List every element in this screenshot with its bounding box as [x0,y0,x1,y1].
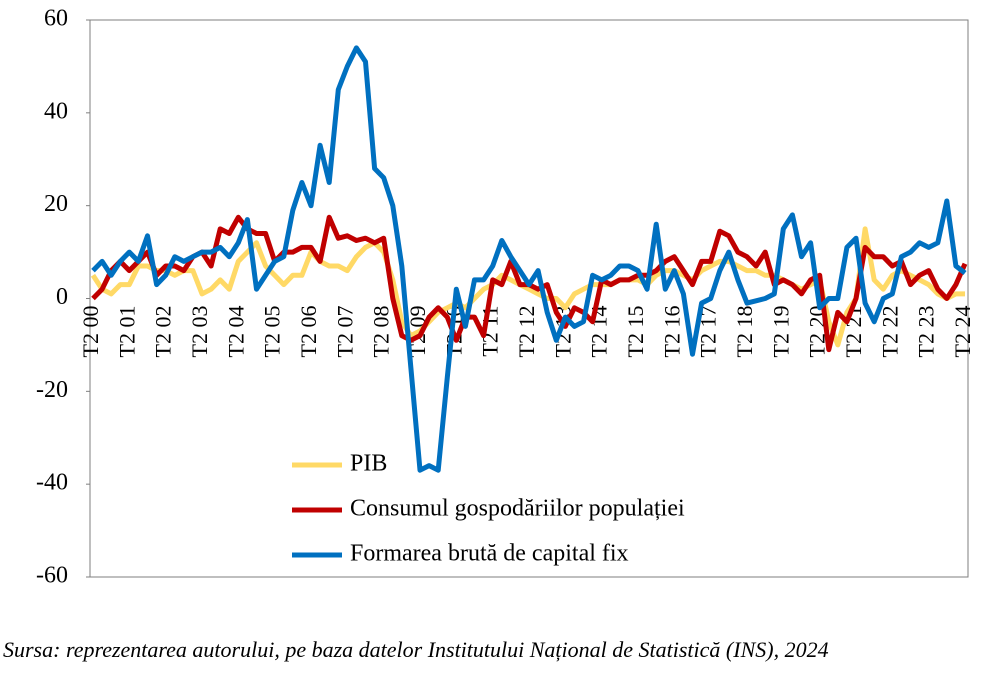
legend-label: Formarea brută de capital fix [350,541,629,567]
legend-label: Consumul gospodăriilor populației [350,496,685,522]
y-tick-label: 40 [44,98,68,124]
x-tick-label: T2 18 [732,306,757,358]
x-tick-label: T2 07 [332,306,357,358]
y-tick-label: 60 [44,6,68,32]
x-tick-label: T2 00 [78,306,103,358]
x-tick-label: T2 08 [369,306,394,358]
x-tick-label: T2 01 [114,306,139,358]
y-tick-label: -60 [36,563,68,589]
legend-label: PIB [350,451,387,477]
x-tick-label: T2 15 [623,306,648,358]
x-tick-label: T2 04 [223,306,248,358]
x-tick-label: T2 16 [659,306,684,358]
x-tick-label: T2 03 [187,306,212,358]
x-tick-label: T2 23 [914,306,939,358]
x-tick-label: T2 22 [877,306,902,358]
y-tick-label: 0 [56,284,68,310]
x-tick-label: T2 19 [768,306,793,358]
y-tick-label: -20 [36,377,68,403]
x-tick-label: T2 12 [514,306,539,358]
x-tick-label: T2 24 [950,306,975,358]
x-tick-label: T2 14 [587,306,612,358]
x-tick-label: T2 05 [260,306,285,358]
y-tick-label: -40 [36,470,68,496]
x-tick-label: T2 02 [151,306,176,358]
source-note: Sursa: reprezentarea autorului, pe baza … [3,637,829,662]
y-tick-label: 20 [44,191,68,217]
x-tick-label: T2 06 [296,306,321,358]
series-line [91,45,967,473]
